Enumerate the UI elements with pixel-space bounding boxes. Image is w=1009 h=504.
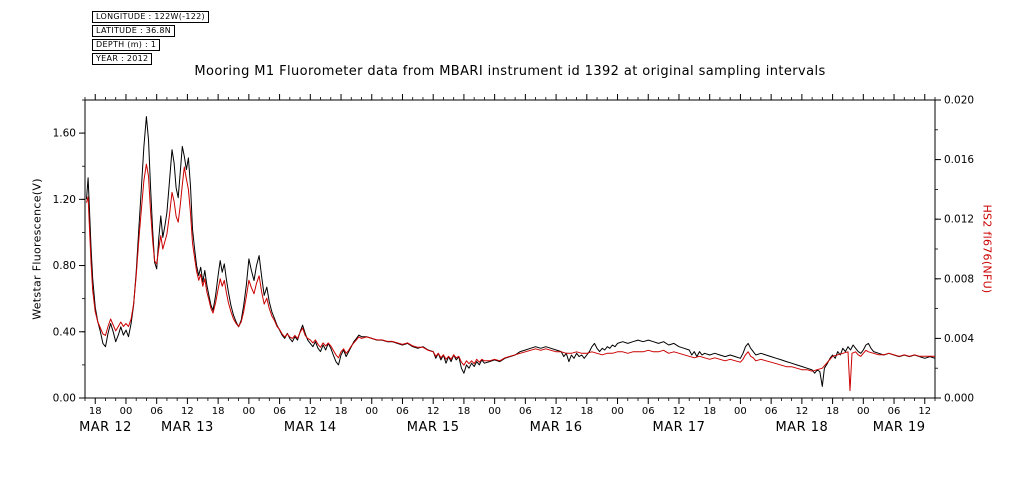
meta-longitude: LONGITUDE : 122W(-122) [92,11,209,23]
x-tick-label: 06 [273,406,286,417]
day-label: MAR 15 [407,420,460,435]
x-day-labels: MAR 12 MAR 13 MAR 14 MAR 15 MAR 16 MAR 17 MAR … [79,420,926,435]
meta-depth: DEPTH (m) : 1 [92,39,161,51]
x-tick-label: 18 [335,406,348,417]
y-right-tick-label: 0.016 [944,154,974,166]
x-tick-label: 06 [396,406,409,417]
day-label: MAR 12 [79,420,132,435]
x-major-ticks [94,94,926,404]
plot-frame [84,99,936,399]
y-left-ticks: 0.00 0.40 0.80 1.20 1.60 [53,99,85,405]
x-tick-label: 18 [703,406,716,417]
day-label: MAR 19 [873,420,926,435]
x-tick-label: 00 [488,406,501,417]
series-wetstar-line [86,116,935,387]
y-left-tick-label: 1.60 [53,128,76,140]
meta-latitude: LATITUDE : 36.8N [92,25,176,37]
x-tick-label: 06 [765,406,778,417]
y-right-tick-label: 0.012 [944,214,974,226]
day-label: MAR 13 [161,420,214,435]
x-tick-label: 12 [181,406,194,417]
x-tick-label: 00 [857,406,870,417]
x-tick-label: 06 [519,406,532,417]
x-tick-label: 18 [89,406,102,417]
day-label: MAR 16 [530,420,583,435]
x-tick-label: 12 [427,406,440,417]
x-tick-label: 06 [150,406,163,417]
x-tick-label: 18 [580,406,593,417]
x-tick-label: 12 [304,406,317,417]
y-left-tick-label: 0.80 [53,260,76,272]
x-minor-ticks [84,97,936,401]
x-tick-label: 12 [550,406,563,417]
x-tick-label: 06 [888,406,901,417]
x-tick-label: 00 [611,406,624,417]
y-right-tick-label: 0.020 [944,95,974,107]
day-label: MAR 17 [653,420,706,435]
x-tick-label: 12 [796,406,809,417]
y-left-tick-label: 0.40 [53,326,76,338]
day-label: MAR 14 [284,420,337,435]
y-left-tick-label: 0.00 [53,393,76,405]
y-right-tick-label: 0.000 [944,393,974,405]
y-right-tick-label: 0.008 [944,273,974,285]
day-label: MAR 18 [775,420,828,435]
x-tick-label: 18 [826,406,839,417]
series-group [86,116,935,392]
x-tick-label: 00 [120,406,133,417]
chart-title: Mooring M1 Fluorometer data from MBARI i… [194,64,826,79]
x-tick-label: 00 [734,406,747,417]
x-tick-label: 00 [365,406,378,417]
x-tick-label: 00 [242,406,255,417]
x-tick-label: 12 [918,406,931,417]
x-hour-labels: 18 00 06 12 18 00 06 12 18 00 06 12 18 00 06 12 18 00 06 12… [89,406,931,417]
header-metadata: LONGITUDE : 122W(-122) LATITUDE : 36.8N … [92,11,209,65]
y-left-tick-label: 1.20 [53,194,76,206]
meta-year: YEAR : 2012 [92,53,153,65]
x-tick-label: 12 [673,406,686,417]
x-tick-label: 06 [642,406,655,417]
y-right-tick-label: 0.004 [944,333,974,345]
y-right-ticks: 0.000 0.004 0.008 0.012 0.016 0.020 [935,95,974,405]
x-tick-label: 18 [212,406,225,417]
series-hs2-line [86,163,935,392]
x-tick-label: 18 [458,406,471,417]
